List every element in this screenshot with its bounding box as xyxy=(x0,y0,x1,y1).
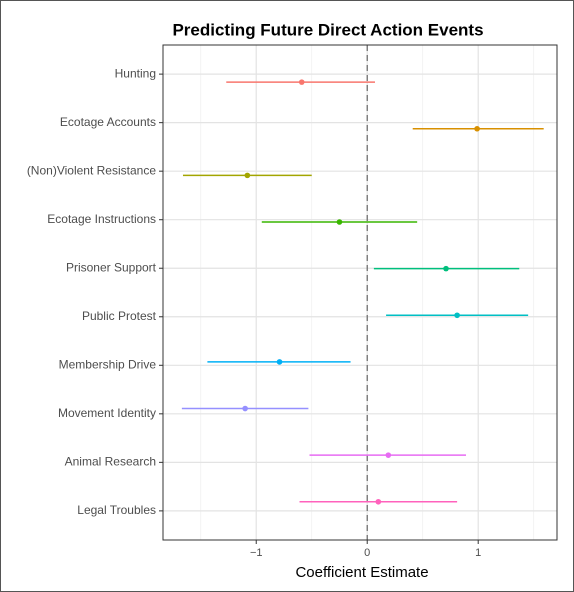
estimate-point xyxy=(336,219,343,225)
y-tick-label: (Non)Violent Resistance xyxy=(27,163,157,177)
panel-border xyxy=(162,44,558,541)
estimate-point xyxy=(298,79,305,85)
y-tick-label: Movement Identity xyxy=(58,406,156,420)
y-tick-label: Public Protest xyxy=(82,309,157,323)
estimate-point xyxy=(244,172,251,179)
estimate-point xyxy=(443,265,449,272)
estimate-point xyxy=(454,312,460,319)
chart-title: Predicting Future Direct Action Events xyxy=(172,20,483,39)
x-tick-label: 1 xyxy=(475,547,481,559)
y-tick-label: Legal Troubles xyxy=(77,503,156,517)
estimate-point xyxy=(375,498,382,505)
y-tick-label: Animal Research xyxy=(65,455,156,469)
estimate-point xyxy=(474,125,480,132)
y-tick-label: Ecotage Instructions xyxy=(47,212,156,226)
estimate-point xyxy=(276,359,283,365)
y-tick-label: Membership Drive xyxy=(59,357,157,371)
estimate-point xyxy=(385,452,392,458)
plot-panel xyxy=(163,45,557,540)
x-axis-label: Coefficient Estimate xyxy=(295,564,428,581)
estimate-point xyxy=(242,405,248,412)
x-tick-label: −1 xyxy=(250,547,263,559)
y-tick-label: Prisoner Support xyxy=(66,260,157,274)
x-tick-label: 0 xyxy=(364,547,370,559)
y-tick-label: Hunting xyxy=(115,66,156,80)
y-tick-label: Ecotage Accounts xyxy=(60,115,156,129)
